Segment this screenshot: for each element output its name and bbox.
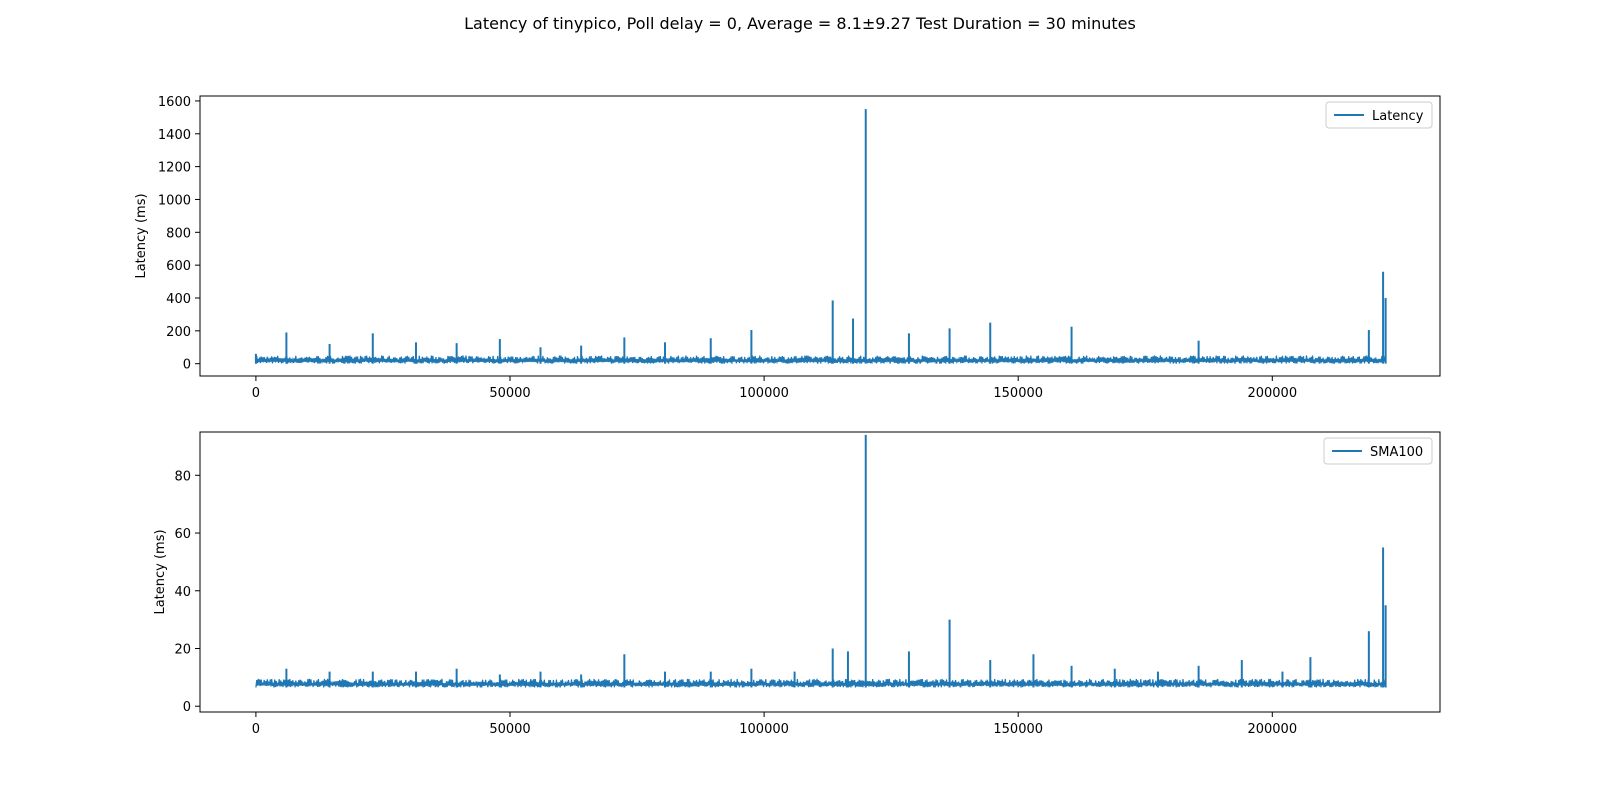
sma100-series <box>255 434 1387 688</box>
latency-series-line <box>255 355 1387 365</box>
latency-y-tick-label: 1400 <box>158 128 191 143</box>
sma100-x-tick-label: 50000 <box>489 722 530 737</box>
sma100-x-tick: 100000 <box>739 712 789 737</box>
latency-y-tick: 200 <box>166 325 200 340</box>
sma100-y-tick-label: 0 <box>183 700 191 715</box>
sma100-plot-frame <box>199 431 1441 713</box>
sma100-legend: SMA100 <box>1323 437 1433 465</box>
sma100-x-tick: 200000 <box>1247 712 1297 737</box>
latency-x-tick: 50000 <box>489 376 531 401</box>
latency-x-tick-label: 150000 <box>993 386 1043 401</box>
sma100-y-tick-label: 20 <box>174 642 191 657</box>
latency-y-ticks: 0 200 400 600 800 1000 1200 1400 1600 <box>158 95 200 373</box>
latency-y-tick: 1600 <box>158 95 200 110</box>
sma100-y-tick-label: 80 <box>174 469 191 484</box>
latency-y-tick: 1200 <box>158 161 200 176</box>
latency-y-tick-label: 200 <box>166 325 191 340</box>
sma100-x-tick-label: 200000 <box>1247 722 1297 737</box>
latency-y-tick-label: 1000 <box>158 193 191 208</box>
latency-plot-frame <box>199 95 1441 377</box>
latency-y-tick: 1400 <box>158 128 200 143</box>
figure-title: Latency of tinypico, Poll delay = 0, Ave… <box>464 14 1136 33</box>
latency-x-ticks: 0 50000 100000 150000 200000 <box>252 376 1297 401</box>
latency-x-tick: 200000 <box>1247 376 1297 401</box>
latency-y-tick-label: 1600 <box>158 95 191 110</box>
latency-x-tick: 100000 <box>739 376 789 401</box>
latency-y-tick: 600 <box>166 259 200 274</box>
latency-legend: Latency <box>1325 101 1433 129</box>
latency-x-tick: 150000 <box>993 376 1043 401</box>
sma100-panel: 0 50000 100000 150000 200000 0 20 40 60 80 Laten… <box>153 431 1441 737</box>
sma100-y-tick-label: 40 <box>174 585 191 600</box>
sma100-x-tick: 50000 <box>489 712 531 737</box>
sma100-y-tick: 20 <box>174 642 200 657</box>
latency-y-tick-label: 400 <box>166 292 191 307</box>
latency-y-tick: 1000 <box>158 193 200 208</box>
latency-y-tick-label: 600 <box>166 259 191 274</box>
latency-x-tick-label: 200000 <box>1247 386 1297 401</box>
latency-y-tick-label: 1200 <box>158 161 191 176</box>
latency-y-axis-label: Latency (ms) <box>134 193 149 278</box>
latency-y-tick-label: 800 <box>166 226 191 241</box>
latency-y-tick: 800 <box>166 226 200 241</box>
sma100-y-tick: 60 <box>174 527 200 542</box>
sma100-y-tick: 80 <box>174 469 200 484</box>
sma100-y-tick-label: 60 <box>174 527 191 542</box>
sma100-x-tick-label: 100000 <box>739 722 789 737</box>
sma100-y-tick: 0 <box>183 700 200 715</box>
latency-legend-box <box>1325 101 1433 129</box>
sma100-y-ticks: 0 20 40 60 80 <box>174 469 200 715</box>
sma100-x-tick: 150000 <box>993 712 1043 737</box>
sma100-y-tick: 40 <box>174 585 200 600</box>
latency-x-tick-label: 100000 <box>739 386 789 401</box>
latency-legend-label: Latency <box>1372 109 1424 124</box>
latency-x-tick: 0 <box>252 376 260 401</box>
sma100-x-ticks: 0 50000 100000 150000 200000 <box>252 712 1297 737</box>
latency-x-tick-label: 50000 <box>489 386 530 401</box>
latency-panel: 0 50000 100000 150000 200000 0 200 400 600 800 10… <box>134 95 1441 401</box>
sma100-series-line <box>255 678 1387 688</box>
latency-y-tick: 400 <box>166 292 200 307</box>
latency-series <box>254 109 1387 365</box>
sma100-legend-box <box>1323 437 1433 465</box>
sma100-x-tick-label: 150000 <box>993 722 1043 737</box>
latency-y-tick: 0 <box>183 358 200 373</box>
sma100-y-axis-label: Latency (ms) <box>153 529 168 614</box>
sma100-x-tick: 0 <box>252 712 260 737</box>
sma100-x-tick-label: 0 <box>252 722 260 737</box>
latency-x-tick-label: 0 <box>252 386 260 401</box>
latency-y-tick-label: 0 <box>183 358 191 373</box>
sma100-legend-label: SMA100 <box>1370 445 1423 460</box>
